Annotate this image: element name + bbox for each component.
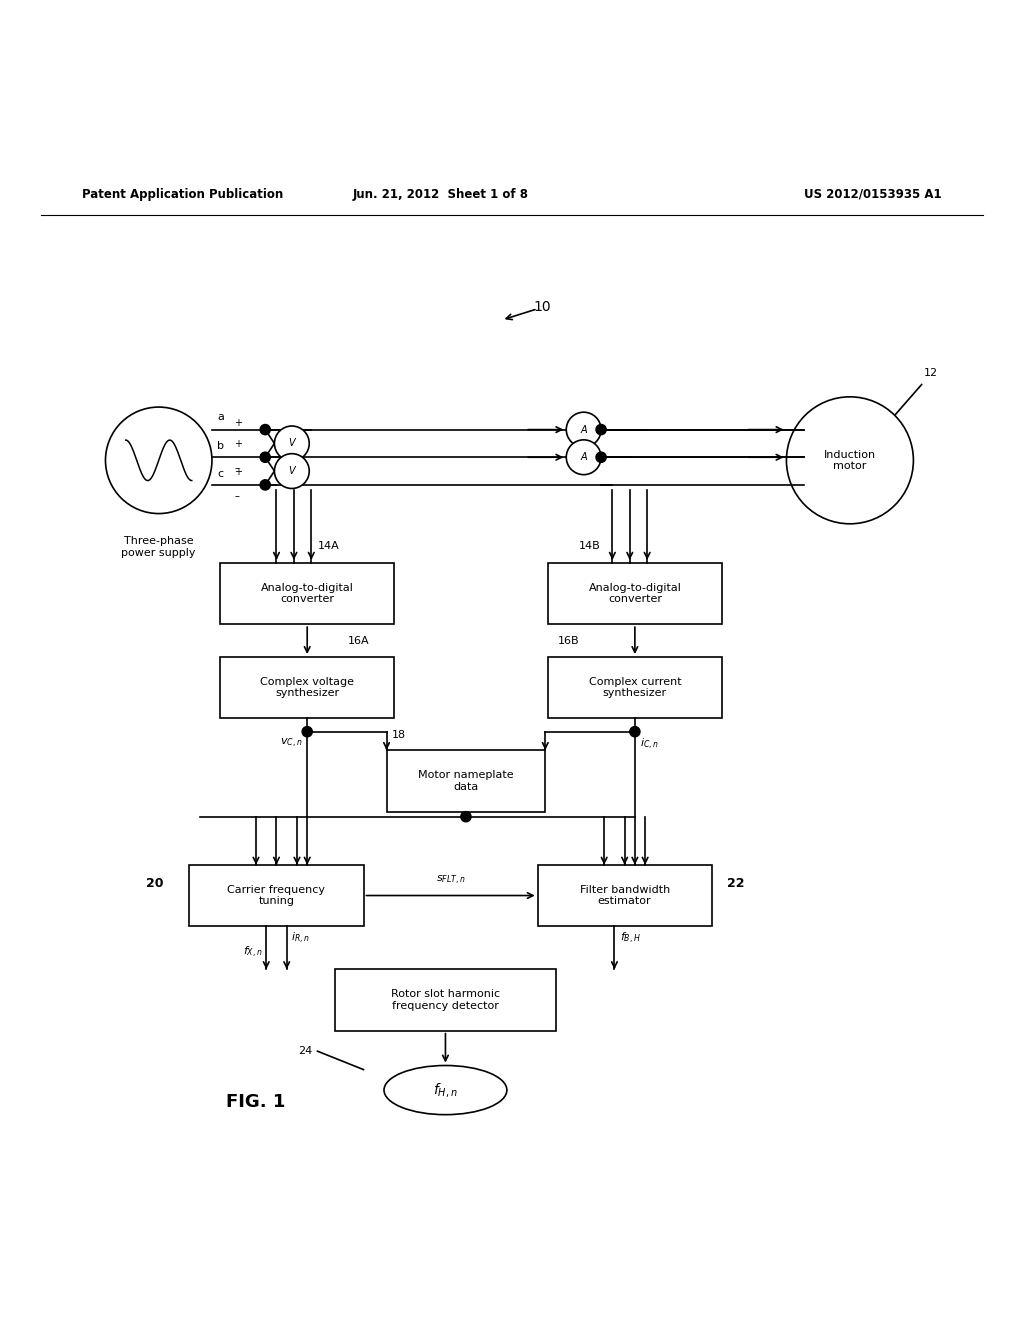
Text: Induction
motor: Induction motor xyxy=(824,450,876,471)
Bar xyxy=(189,865,364,927)
Circle shape xyxy=(260,425,270,434)
Circle shape xyxy=(274,426,309,461)
Text: $f_{H,n}$: $f_{H,n}$ xyxy=(433,1081,458,1100)
Text: Analog-to-digital
converter: Analog-to-digital converter xyxy=(589,582,681,605)
Circle shape xyxy=(260,479,270,490)
Circle shape xyxy=(461,812,471,822)
Bar xyxy=(538,865,712,927)
Text: $f_{B,H}$: $f_{B,H}$ xyxy=(620,932,640,946)
Circle shape xyxy=(302,726,312,737)
Circle shape xyxy=(596,453,606,462)
Circle shape xyxy=(786,397,913,524)
Text: +: + xyxy=(234,440,243,449)
Text: Analog-to-digital
converter: Analog-to-digital converter xyxy=(261,582,353,605)
Bar xyxy=(548,562,722,624)
Text: Three-phase
power supply: Three-phase power supply xyxy=(122,536,196,557)
Circle shape xyxy=(260,453,270,462)
Circle shape xyxy=(105,407,212,513)
Text: 14A: 14A xyxy=(317,541,339,552)
Text: FIG. 1: FIG. 1 xyxy=(226,1093,286,1111)
Text: 16B: 16B xyxy=(558,636,580,645)
Text: $v_{C,n}$: $v_{C,n}$ xyxy=(280,737,302,750)
Bar xyxy=(548,657,722,718)
Text: $i_{R,n}$: $i_{R,n}$ xyxy=(291,932,309,946)
Circle shape xyxy=(566,412,601,447)
Text: b: b xyxy=(217,441,224,451)
Text: a: a xyxy=(217,412,224,422)
Text: 12: 12 xyxy=(924,368,938,379)
Text: –: – xyxy=(234,491,240,502)
Text: –: – xyxy=(234,463,240,474)
Text: 24: 24 xyxy=(298,1047,312,1056)
Text: c: c xyxy=(217,469,223,479)
Text: $f_{X,n}$: $f_{X,n}$ xyxy=(243,945,262,960)
Text: 20: 20 xyxy=(146,878,164,890)
Text: V: V xyxy=(289,438,295,449)
Text: A: A xyxy=(581,425,587,434)
Text: Motor nameplate
data: Motor nameplate data xyxy=(418,770,514,792)
Ellipse shape xyxy=(384,1065,507,1114)
Text: $i_{C,n}$: $i_{C,n}$ xyxy=(640,737,658,752)
Text: 16A: 16A xyxy=(348,636,370,645)
Text: Carrier frequency
tuning: Carrier frequency tuning xyxy=(227,884,326,907)
Bar xyxy=(220,657,394,718)
Text: Jun. 21, 2012  Sheet 1 of 8: Jun. 21, 2012 Sheet 1 of 8 xyxy=(352,187,528,201)
Text: 14B: 14B xyxy=(579,541,600,552)
Text: Complex voltage
synthesizer: Complex voltage synthesizer xyxy=(260,677,354,698)
Text: Complex current
synthesizer: Complex current synthesizer xyxy=(589,677,681,698)
Text: A: A xyxy=(581,453,587,462)
Text: Patent Application Publication: Patent Application Publication xyxy=(82,187,284,201)
Circle shape xyxy=(274,454,309,488)
Text: 18: 18 xyxy=(391,730,406,739)
Text: +: + xyxy=(234,417,243,428)
Circle shape xyxy=(566,440,601,475)
Text: $s_{FLT,n}$: $s_{FLT,n}$ xyxy=(435,874,466,887)
Circle shape xyxy=(596,425,606,434)
Text: Rotor slot harmonic
frequency detector: Rotor slot harmonic frequency detector xyxy=(391,989,500,1011)
Text: +: + xyxy=(234,467,243,477)
Text: V: V xyxy=(289,466,295,477)
Bar xyxy=(220,562,394,624)
Bar xyxy=(336,969,555,1031)
Bar xyxy=(387,750,545,812)
Text: 10: 10 xyxy=(534,300,552,314)
Text: Filter bandwidth
estimator: Filter bandwidth estimator xyxy=(580,884,670,907)
Circle shape xyxy=(630,726,640,737)
Text: 22: 22 xyxy=(727,878,744,890)
Text: US 2012/0153935 A1: US 2012/0153935 A1 xyxy=(805,187,942,201)
